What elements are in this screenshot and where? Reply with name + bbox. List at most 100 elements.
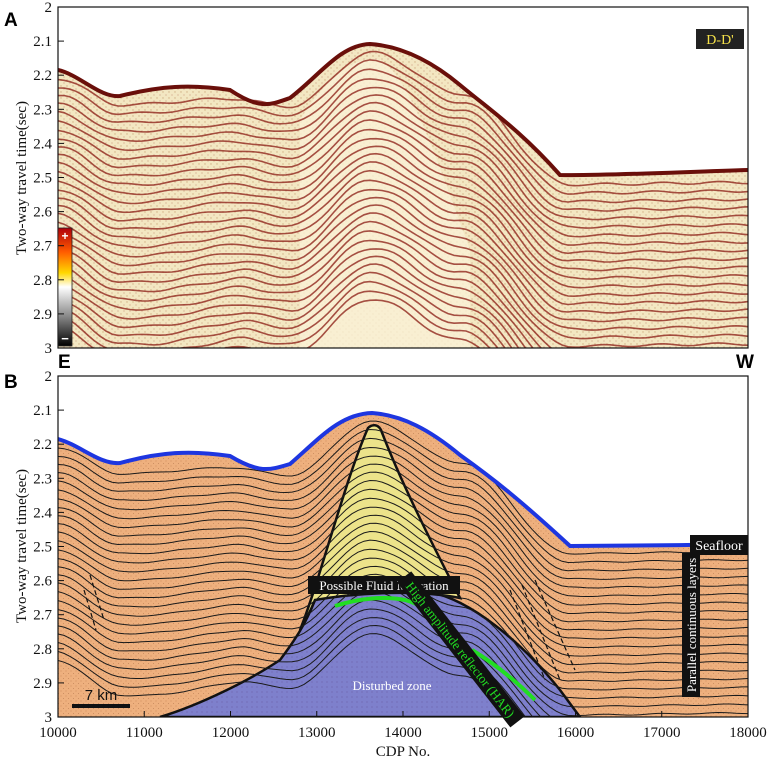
x-tick-label: 17000	[643, 725, 681, 741]
panel-a	[57, 6, 749, 349]
y-b-tick-label: 2.9	[33, 676, 52, 692]
horizon-line	[58, 119, 748, 255]
y-b-tick-label: 2.3	[33, 471, 52, 487]
x-tick-label: 10000	[39, 725, 77, 741]
y-b-tick-label: 2.8	[33, 642, 52, 658]
colorbar-plus: +	[61, 229, 68, 243]
y-axis-ticks-a: 2 2.1 2.2 2.3 2.4 2.5 2.6 2.7 2.8 2.9 3	[33, 0, 64, 357]
parallel-label-group: Parallel continuous layers	[682, 553, 700, 697]
y-b-tick-label: 2.7	[33, 608, 52, 624]
horizon-line	[58, 488, 748, 623]
scale-bar	[72, 704, 130, 708]
horizon-line	[58, 196, 748, 331]
seafloor-line	[58, 410, 748, 549]
horizon-line	[58, 455, 748, 589]
horizon-line	[58, 137, 748, 272]
line-badge-bg	[696, 29, 744, 49]
horizon-line	[58, 248, 527, 348]
horizon-line	[58, 78, 748, 212]
x-axis-label: CDP No.	[376, 744, 430, 760]
horizon-line	[58, 271, 506, 348]
y-a-tick-label: 2.3	[33, 102, 52, 118]
horizon-line	[58, 608, 534, 717]
y-axis-label-b: Two-way travel time(sec)	[14, 469, 30, 623]
y-b-tick-label: 2.4	[33, 505, 52, 521]
fault-traces	[83, 574, 576, 681]
horizon-line	[58, 522, 748, 657]
horizon-line	[58, 239, 534, 348]
horizon-line	[58, 617, 527, 717]
horizon-line	[58, 220, 553, 348]
x-tick-label: 16000	[557, 725, 595, 741]
horizon-line	[58, 290, 491, 348]
x-tick-label: 18000	[729, 725, 767, 741]
horizon-line	[58, 590, 553, 717]
y-a-tick-label: 2.9	[33, 307, 52, 323]
horizon-line	[58, 514, 748, 648]
seafloor-reflector-a	[58, 41, 748, 178]
horizon-line	[58, 255, 520, 348]
horizon-line	[58, 188, 748, 323]
y-b-tick-label: 2.2	[33, 437, 52, 453]
line-badge: D-D'	[706, 33, 733, 48]
horizon-line	[58, 59, 748, 195]
horizon-line	[58, 557, 748, 691]
horizon-line	[58, 437, 748, 572]
horizon-line	[58, 471, 748, 606]
horizon-line	[58, 230, 543, 348]
horizon-line	[58, 539, 748, 674]
horizon-line	[58, 497, 748, 631]
y-b-tick-label: 2.1	[33, 403, 52, 419]
parallel-layers-label: Parallel continuous layers	[684, 558, 699, 692]
horizon-line	[58, 479, 748, 614]
horizon-line	[58, 463, 748, 597]
horizon-line	[58, 263, 513, 348]
y-a-tick-label: 2.4	[33, 136, 52, 152]
panel-b	[57, 375, 749, 718]
seismic-section-amplitude	[58, 41, 748, 348]
horizon-line	[58, 101, 748, 238]
y-a-tick-label: 3	[45, 341, 53, 357]
y-axis-label-a: Two-way travel time(sec)	[14, 101, 30, 255]
horizon-line	[58, 68, 748, 204]
horizon-line	[58, 86, 748, 221]
y-b-tick-label: 2.6	[33, 574, 52, 590]
horizon-line	[58, 633, 513, 717]
horizon-line	[58, 204, 748, 340]
x-tick-label: 14000	[384, 725, 422, 741]
scale-bar-label: 7 km	[85, 687, 118, 704]
panel-b-letter: B	[4, 372, 18, 393]
horizon-line	[58, 446, 748, 580]
horizon-line	[58, 161, 748, 298]
disturbed-zone-label: Disturbed zone	[352, 678, 431, 693]
horizon-line	[58, 169, 748, 306]
horizon-line	[58, 94, 748, 229]
seafloor-label-bg	[690, 535, 748, 555]
horizon-line	[58, 582, 748, 717]
x-axis-ticks: 10000 11000 12000 13000 14000 15000 16000 17000…	[39, 711, 767, 741]
colorbar-minus: −	[61, 331, 69, 346]
amplitude-colorbar	[57, 227, 73, 347]
y-a-tick-label: 2	[45, 0, 53, 16]
horizon-line	[58, 179, 748, 314]
horizon-line	[58, 128, 748, 263]
y-b-tick-label: 3	[45, 710, 53, 726]
horizon-line	[58, 530, 748, 666]
horizon-line	[58, 624, 520, 717]
horizon-line	[58, 428, 748, 564]
horizon-line	[58, 548, 748, 682]
horizon-line	[58, 280, 499, 348]
end-label-east: E	[58, 352, 71, 373]
har-reflector-2	[470, 648, 537, 702]
horizon-line	[58, 50, 748, 187]
y-a-tick-label: 2.1	[33, 34, 52, 50]
reflector-lines	[58, 50, 748, 348]
y-a-tick-label: 2.5	[33, 171, 52, 187]
x-tick-label: 11000	[126, 725, 163, 741]
y-b-tick-label: 2	[45, 369, 53, 385]
horizon-line	[58, 110, 748, 246]
horizon-line	[58, 299, 481, 348]
seafloor-label: Seafloor	[695, 539, 743, 554]
y-a-tick-label: 2.8	[33, 273, 52, 289]
